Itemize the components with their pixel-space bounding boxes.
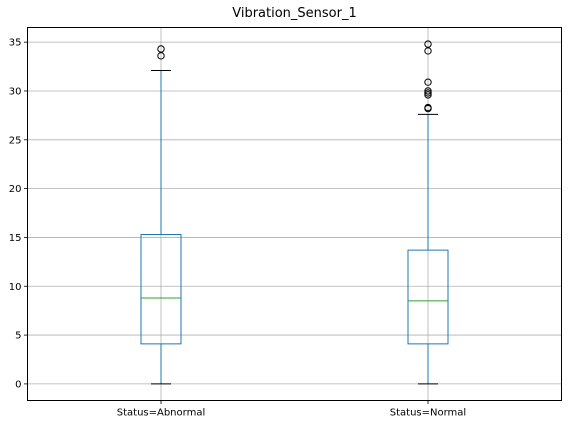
x-tick-label: Status=Abnormal (117, 408, 205, 419)
y-tick-label: 35 (9, 38, 22, 49)
y-tick-label: 30 (9, 86, 22, 97)
outlier-point (424, 89, 432, 97)
chart-title: Vibration_Sensor_1 (232, 6, 357, 21)
y-tick-label: 15 (9, 233, 22, 244)
y-tick-label: 10 (9, 282, 22, 293)
outlier-point (424, 91, 432, 99)
box-group (407, 40, 449, 385)
y-tick-label: 5 (15, 331, 21, 342)
y-tick-label: 25 (9, 135, 22, 146)
y-tick-label: 0 (15, 379, 21, 390)
outlier-point (424, 40, 432, 48)
y-tick-label: 20 (9, 184, 22, 195)
outlier-point (424, 78, 432, 86)
axes-frame (27, 27, 562, 401)
box-layer (140, 40, 449, 385)
grid-layer (27, 27, 562, 401)
outlier-point (424, 87, 432, 95)
box-group (140, 45, 182, 385)
outlier-point (157, 45, 165, 53)
outlier-point (424, 103, 432, 112)
x-tick-label: Status=Normal (390, 408, 466, 419)
iqr-box (140, 234, 182, 345)
tick-layer: 0 5 10 15 20 25 30 35 Status=Abnormal Status=Norm… (9, 38, 466, 419)
iqr-box (407, 249, 449, 345)
